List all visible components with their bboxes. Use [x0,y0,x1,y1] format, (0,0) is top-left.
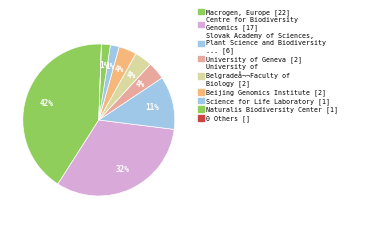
Wedge shape [99,44,111,120]
Text: 32%: 32% [115,165,129,174]
Text: 42%: 42% [40,99,54,108]
Wedge shape [99,64,162,120]
Text: 11%: 11% [145,103,159,112]
Legend: Macrogen, Europe [22], Centre for Biodiversity
Genomics [17], Slovak Academy of : Macrogen, Europe [22], Centre for Biodiv… [197,8,339,123]
Wedge shape [99,78,175,129]
Wedge shape [99,54,150,120]
Text: 4%: 4% [115,65,124,74]
Text: 1%: 1% [99,61,109,70]
Text: 4%: 4% [126,71,136,80]
Wedge shape [99,44,101,120]
Wedge shape [58,120,174,196]
Wedge shape [23,44,101,184]
Text: 4%: 4% [136,80,145,89]
Wedge shape [99,47,136,120]
Text: 1%: 1% [106,62,115,71]
Wedge shape [99,45,119,120]
